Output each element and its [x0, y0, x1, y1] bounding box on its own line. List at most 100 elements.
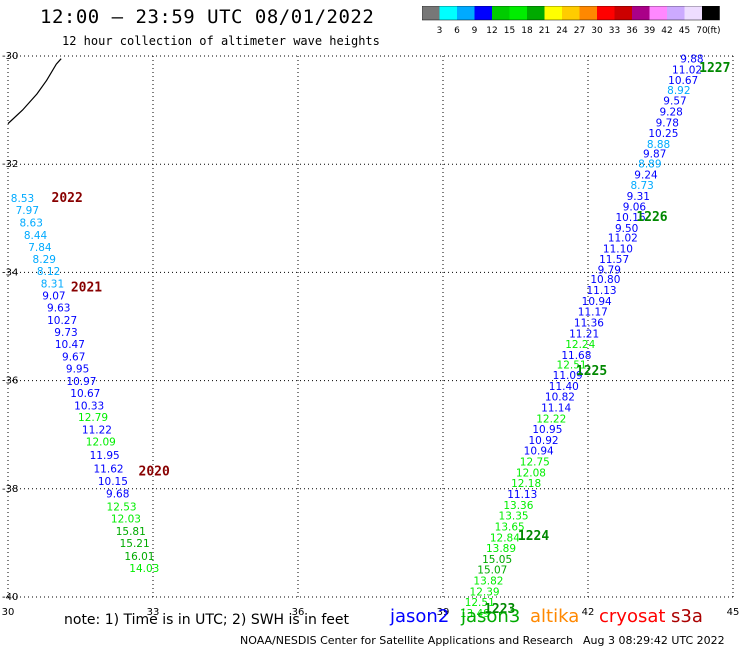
swh-value-label: 10.95 — [532, 424, 562, 436]
legend-swatch — [474, 6, 492, 20]
swh-value-label: 8.73 — [630, 180, 653, 192]
pass-time-label: 1223 — [484, 602, 515, 617]
legend-tick-label: 45 — [679, 26, 690, 36]
legend-frame — [422, 6, 720, 21]
swh-value-label: 7.84 — [28, 242, 52, 254]
legend-swatch — [579, 6, 597, 20]
swh-value-label: 7.97 — [16, 205, 39, 217]
swh-value-label: 11.13 — [587, 285, 617, 297]
legend-tick-label: 3 — [437, 26, 443, 36]
legend-tick-label: 24 — [556, 26, 568, 36]
y-tick-label: -40 — [2, 592, 18, 603]
swh-value-label: 12.51 — [465, 597, 495, 609]
sat-label-jason2: jason2 — [390, 606, 450, 627]
swh-value-label: 9.68 — [106, 488, 129, 500]
swh-value-label: 11.10 — [603, 243, 633, 255]
legend-swatch — [614, 6, 632, 20]
swh-value-label: 10.15 — [98, 476, 128, 488]
chart-title: 12:00 – 23:59 UTC 08/01/2022 — [40, 6, 375, 28]
legend-tick-label: 39 — [644, 26, 656, 36]
swh-value-label: 9.95 — [66, 363, 89, 375]
swh-value-label: 9.31 — [627, 191, 650, 203]
x-tick-label: 45 — [727, 607, 740, 618]
x-tick-label: 36 — [292, 607, 305, 618]
legend-swatch — [422, 6, 440, 20]
swh-value-label: 13.89 — [486, 543, 516, 555]
legend-swatch — [509, 6, 527, 20]
pass-time-label: 2020 — [139, 464, 170, 479]
swh-value-label: 11.68 — [561, 350, 591, 362]
swh-value-label: 10.47 — [55, 339, 85, 351]
legend-tick-label: 9 — [472, 26, 478, 36]
swh-value-label: 15.05 — [482, 554, 512, 566]
swh-value-label: 11.17 — [578, 307, 608, 319]
swh-value-label: 11.62 — [94, 464, 124, 476]
footer-note: note: 1) Time is in UTC; 2) SWH is in fe… — [64, 612, 350, 628]
legend-tick-label: 42 — [661, 26, 672, 36]
legend-swatch — [492, 6, 510, 20]
sat-label-cryosat: cryosat — [599, 606, 666, 627]
legend-swatch — [649, 6, 667, 20]
swh-value-label: 8.31 — [41, 279, 64, 291]
legend-swatch — [684, 6, 702, 20]
credit-text: NOAA/NESDIS Center for Satellite Applica… — [240, 634, 574, 647]
legend-swatch — [702, 6, 720, 20]
swh-value-label: 12.53 — [107, 501, 137, 513]
pass-time-label: 2021 — [71, 280, 102, 295]
legend-swatch — [457, 6, 475, 20]
legend-tick-label: 33 — [609, 26, 620, 36]
pass-time-label: 2022 — [52, 191, 83, 206]
swh-value-label: 9.07 — [42, 290, 65, 302]
swh-value-label: 11.22 — [82, 425, 112, 437]
swh-value-label: 9.79 — [598, 264, 621, 276]
swh-value-label: 8.44 — [24, 230, 48, 242]
swh-value-label: 10.82 — [545, 392, 575, 404]
y-tick-label: -36 — [2, 376, 18, 387]
swh-value-label: 12.03 — [111, 513, 141, 525]
swh-value-label: 9.50 — [615, 223, 638, 235]
swh-value-label: 9.06 — [623, 202, 647, 214]
swh-value-label: 10.25 — [648, 128, 678, 140]
swh-value-label: 10.67 — [70, 388, 100, 400]
swh-value-label: 12.51 — [557, 360, 587, 372]
legend-swatch — [439, 6, 457, 20]
swh-value-label: 8.12 — [37, 266, 60, 278]
swh-value-label: 12.08 — [516, 467, 546, 479]
swh-value-label: 10.92 — [529, 435, 559, 447]
legend-swatch — [562, 6, 580, 20]
swh-value-label: 9.88 — [680, 53, 703, 65]
swh-value-label: 10.97 — [66, 376, 96, 388]
y-tick-label: -38 — [2, 484, 18, 495]
legend-tick-label: 12 — [486, 26, 497, 36]
swh-value-label: 9.63 — [47, 302, 70, 314]
y-tick-label: -30 — [2, 51, 18, 62]
legend-swatch — [527, 6, 545, 20]
chart-subtitle: 12 hour collection of altimeter wave hei… — [62, 34, 380, 48]
swh-value-label: 15.07 — [477, 565, 507, 577]
swh-value-label: 10.94 — [582, 296, 612, 308]
swh-value-label: 11.13 — [507, 489, 537, 501]
swh-value-label: 8.89 — [638, 158, 661, 170]
legend-swatch — [597, 6, 615, 20]
swh-value-label: 8.53 — [11, 193, 34, 205]
swh-value-label: 11.02 — [608, 233, 638, 245]
legend-unit-label: (ft) — [707, 26, 721, 36]
swh-value-label: 11.95 — [90, 450, 120, 462]
sat-label-jason3: jason3 — [461, 606, 521, 627]
swh-value-label: 11.40 — [549, 381, 579, 393]
swh-value-label: 9.24 — [634, 169, 658, 181]
swh-value-label: 8.88 — [647, 139, 670, 151]
swh-value-label: 10.80 — [590, 274, 620, 286]
pass-time-label: 1224 — [518, 529, 549, 544]
swh-value-label: 8.29 — [33, 254, 56, 266]
sat-label-altika: altika — [530, 606, 580, 627]
y-tick-label: -32 — [2, 159, 18, 170]
swh-value-label: 13.82 — [473, 576, 503, 588]
swh-value-label: 10.94 — [524, 446, 554, 458]
swh-value-label: 15.21 — [120, 538, 150, 550]
legend-tick-label: 6 — [454, 26, 460, 36]
x-tick-label: 30 — [2, 607, 15, 618]
legend-swatch — [632, 6, 650, 20]
pass-time-label: 1226 — [636, 210, 667, 225]
